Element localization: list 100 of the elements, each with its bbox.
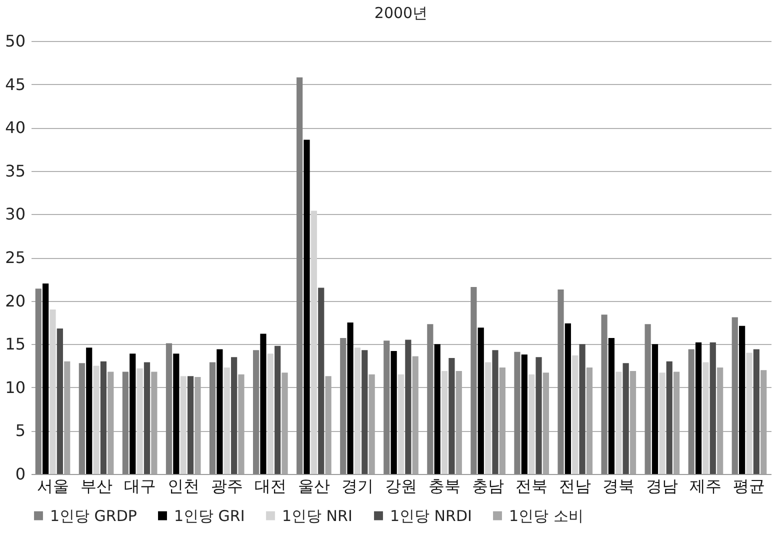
x-tick-label: 전남: [559, 476, 592, 496]
x-tick-label: 충남: [472, 476, 504, 496]
bar: [739, 326, 746, 474]
legend-label: 1인당 GRI: [174, 506, 245, 525]
x-tick-label: 평균: [733, 476, 766, 496]
bar: [209, 362, 216, 474]
legend-label: 1인당 GRDP: [50, 506, 137, 525]
bar: [746, 352, 752, 474]
bar: [362, 350, 368, 474]
y-tick-label: 5: [15, 421, 26, 440]
bar: [405, 340, 412, 474]
x-tick-label: 충북: [428, 476, 461, 496]
bar: [398, 374, 404, 474]
bar: [448, 358, 455, 474]
bar: [318, 288, 324, 474]
bar: [384, 340, 390, 474]
bar: [136, 368, 143, 474]
bar: [78, 363, 85, 474]
bar: [616, 372, 622, 474]
y-tick-label: 0: [15, 464, 26, 484]
bar: [514, 352, 520, 474]
bar: [187, 376, 194, 474]
x-tick-label: 경남: [646, 476, 678, 496]
bar: [702, 362, 709, 474]
bar: [492, 350, 498, 474]
legend-label: 1인당 NRDI: [390, 506, 472, 525]
bar: [216, 349, 223, 474]
bar: [42, 283, 49, 474]
chart-title: 2000년: [374, 4, 428, 22]
bar: [659, 372, 666, 474]
bar: [622, 363, 629, 474]
bar: [478, 328, 484, 474]
bar: [173, 354, 180, 474]
x-tick-label: 대구: [124, 476, 156, 496]
x-tick-label: 인천: [167, 476, 200, 496]
y-tick-label: 20: [5, 291, 26, 310]
bar: [354, 348, 361, 474]
y-tick-label: 45: [5, 74, 26, 94]
bar: [231, 357, 238, 474]
bar: [485, 362, 492, 474]
y-tick-label: 10: [5, 378, 26, 397]
x-tick-label: 강원: [385, 476, 417, 496]
bar: [579, 344, 586, 474]
bar: [100, 361, 107, 474]
bar: [224, 367, 230, 474]
bar: [50, 309, 56, 474]
bar: [427, 324, 434, 474]
bar: [688, 349, 694, 474]
bar: [710, 342, 716, 474]
legend-label: 1인당 NRI: [282, 506, 352, 525]
y-tick-label: 40: [5, 118, 26, 138]
bar: [260, 334, 266, 474]
bar: [267, 354, 274, 474]
bar: [347, 322, 354, 474]
bar: [608, 338, 615, 474]
bar: [390, 351, 397, 474]
x-tick-label: 경기: [341, 476, 374, 496]
bar: [695, 342, 702, 474]
y-tick-label: 15: [5, 334, 26, 354]
bar: [93, 366, 100, 474]
x-tick-label: 울산: [298, 476, 330, 496]
bar: [528, 374, 535, 474]
bar: [644, 324, 651, 474]
legend-label: 1인당 소비: [509, 506, 584, 525]
bar: [572, 355, 578, 474]
x-tick-label: 경북: [602, 476, 635, 496]
bar: [340, 338, 346, 474]
bar: [180, 376, 186, 474]
bar: [558, 290, 564, 474]
bar: [35, 288, 42, 474]
y-tick-label: 35: [5, 161, 26, 180]
bar: [601, 314, 608, 474]
x-tick-label: 서울: [36, 476, 69, 496]
x-tick-label: 부산: [80, 476, 112, 496]
x-tick-label: 제주: [690, 476, 722, 496]
bar: [166, 343, 172, 474]
bar: [564, 323, 571, 474]
bar: [521, 354, 528, 474]
bar: [56, 328, 63, 474]
x-tick-label: 전북: [516, 476, 548, 496]
x-tick-label: 광주: [210, 476, 243, 496]
bar: [253, 350, 260, 474]
bar: [732, 317, 738, 474]
y-tick-label: 50: [5, 32, 26, 50]
y-tick-label: 30: [5, 204, 26, 224]
bar: [434, 344, 440, 474]
bar: [652, 344, 658, 474]
bar: [296, 77, 303, 474]
bar: [441, 370, 448, 474]
y-tick-label: 25: [5, 248, 26, 267]
bar: [304, 140, 310, 474]
bar: [753, 349, 760, 474]
bar: [86, 348, 92, 474]
bar: [130, 354, 136, 474]
bar: [310, 210, 317, 474]
bar: [122, 372, 129, 474]
x-tick-label: 대전: [254, 476, 286, 496]
bar: [666, 361, 672, 474]
bar: [144, 362, 150, 474]
bar: [274, 346, 281, 474]
